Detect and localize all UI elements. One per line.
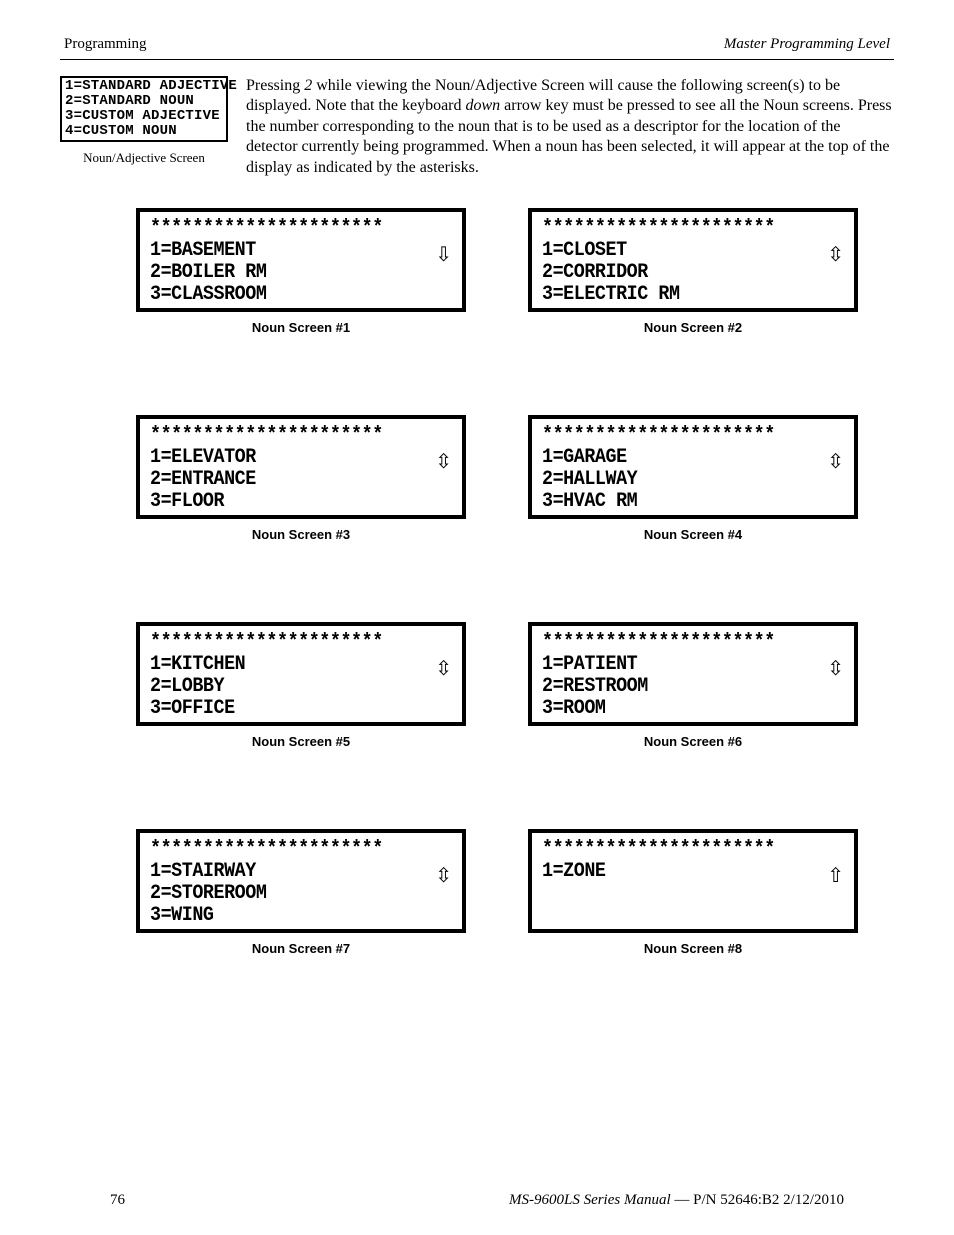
lcd-content: **********************1=STAIRWAY2=STORER… (150, 839, 403, 927)
screen-label: Noun Screen #8 (644, 941, 742, 956)
lcd-line: 3=OFFICE (150, 698, 383, 720)
lcd-line: 2=BOILER RM (150, 262, 383, 284)
noun-screen: **********************1=KITCHEN2=LOBBY3=… (120, 622, 482, 749)
intro-text: Pressing 2 while viewing the Noun/Adject… (246, 76, 894, 178)
scroll-arrow-icon: ⇳ (827, 218, 844, 282)
screen-label: Noun Screen #2 (644, 320, 742, 335)
lcd-display: **********************1=KITCHEN2=LOBBY3=… (136, 622, 466, 726)
screen-label: Noun Screen #3 (252, 527, 350, 542)
lcd-asterisks: ********************** (542, 218, 775, 240)
lcd-display: **********************1=BASEMENT2=BOILER… (136, 208, 466, 312)
screen-label: Noun Screen #1 (252, 320, 350, 335)
header-right: Master Programming Level (724, 36, 890, 53)
scroll-arrow-icon: ⇧ (827, 839, 844, 903)
lcd-line: 1=CLOSET (542, 240, 775, 262)
page-footer: 76 MS-9600LS Series Manual — P/N 52646:B… (60, 1192, 894, 1209)
lcd-line: 2=HALLWAY (542, 469, 775, 491)
lcd-line: 4=CUSTOM NOUN (65, 124, 223, 139)
lcd-line: 3=CUSTOM ADJECTIVE (65, 109, 223, 124)
lcd-display: **********************1=GARAGE2=HALLWAY3… (528, 415, 858, 519)
lcd-content: **********************1=GARAGE2=HALLWAY3… (542, 425, 795, 513)
footer-right: MS-9600LS Series Manual — P/N 52646:B2 2… (509, 1192, 844, 1209)
lcd-asterisks: ********************** (150, 839, 383, 861)
lcd-line: 2=STOREROOM (150, 883, 383, 905)
lcd-display: **********************1=ZONE ⇧ (528, 829, 858, 933)
noun-screen: **********************1=ZONE ⇧ Noun Screen… (512, 829, 874, 956)
header-left: Programming (64, 36, 147, 53)
scroll-arrow-icon: ⇳ (435, 632, 452, 696)
lcd-display: **********************1=ELEVATOR2=ENTRAN… (136, 415, 466, 519)
screen-label: Noun Screen #7 (252, 941, 350, 956)
lcd-line: 3=WING (150, 905, 383, 927)
lcd-line: 1=ELEVATOR (150, 447, 383, 469)
lcd-line: 1=BASEMENT (150, 240, 383, 262)
lcd-content: **********************1=ELEVATOR2=ENTRAN… (150, 425, 403, 513)
lcd-content: **********************1=ZONE (542, 839, 795, 883)
lcd-asterisks: ********************** (150, 632, 383, 654)
scroll-arrow-icon: ⇩ (435, 218, 452, 282)
noun-screen: **********************1=PATIENT2=RESTROO… (512, 622, 874, 749)
scroll-arrow-icon: ⇳ (435, 425, 452, 489)
lcd-line: 2=LOBBY (150, 676, 383, 698)
lcd-content: **********************1=PATIENT2=RESTROO… (542, 632, 795, 720)
noun-screen: **********************1=CLOSET2=CORRIDOR… (512, 208, 874, 335)
lcd-line: 3=FLOOR (150, 491, 383, 513)
lcd-content: **********************1=CLOSET2=CORRIDOR… (542, 218, 795, 306)
noun-screen: **********************1=BASEMENT2=BOILER… (120, 208, 482, 335)
lcd-content: **********************1=BASEMENT2=BOILER… (150, 218, 403, 306)
scroll-arrow-icon: ⇳ (827, 425, 844, 489)
lcd-line: 1=STANDARD ADJECTIVE (65, 79, 223, 94)
screen-label: Noun Screen #6 (644, 734, 742, 749)
lcd-line: 1=GARAGE (542, 447, 775, 469)
lcd-asterisks: ********************** (150, 425, 383, 447)
noun-screen: **********************1=STAIRWAY2=STORER… (120, 829, 482, 956)
lcd-line: 1=KITCHEN (150, 654, 383, 676)
lcd-line: 2=ENTRANCE (150, 469, 383, 491)
scroll-arrow-icon: ⇳ (435, 839, 452, 903)
lcd-line: 3=CLASSROOM (150, 284, 383, 306)
screen-label: Noun Screen #4 (644, 527, 742, 542)
noun-adj-screen-wrap: 1=STANDARD ADJECTIVE 2=STANDARD NOUN 3=C… (60, 76, 228, 178)
lcd-line: 1=PATIENT (542, 654, 775, 676)
scroll-arrow-icon: ⇳ (827, 632, 844, 696)
screen-label: Noun Screen #5 (252, 734, 350, 749)
noun-adj-screen-label: Noun/Adjective Screen (60, 150, 228, 166)
noun-adj-screen: 1=STANDARD ADJECTIVE 2=STANDARD NOUN 3=C… (60, 76, 228, 142)
lcd-content: **********************1=KITCHEN2=LOBBY3=… (150, 632, 403, 720)
noun-screen: **********************1=GARAGE2=HALLWAY3… (512, 415, 874, 542)
lcd-line: 1=STAIRWAY (150, 861, 383, 883)
page-number: 76 (110, 1192, 125, 1209)
lcd-asterisks: ********************** (542, 839, 775, 861)
lcd-line: 3=ROOM (542, 698, 775, 720)
lcd-display: **********************1=STAIRWAY2=STORER… (136, 829, 466, 933)
lcd-asterisks: ********************** (542, 632, 775, 654)
lcd-display: **********************1=CLOSET2=CORRIDOR… (528, 208, 858, 312)
lcd-asterisks: ********************** (150, 218, 383, 240)
screen-grid: **********************1=BASEMENT2=BOILER… (60, 208, 894, 956)
lcd-line: 2=CORRIDOR (542, 262, 775, 284)
noun-screen: **********************1=ELEVATOR2=ENTRAN… (120, 415, 482, 542)
page-header: Programming Master Programming Level (60, 36, 894, 60)
lcd-line: 3=HVAC RM (542, 491, 775, 513)
intro-row: 1=STANDARD ADJECTIVE 2=STANDARD NOUN 3=C… (60, 76, 894, 178)
lcd-line: 2=RESTROOM (542, 676, 775, 698)
lcd-asterisks: ********************** (542, 425, 775, 447)
lcd-line: 3=ELECTRIC RM (542, 284, 775, 306)
lcd-line: 2=STANDARD NOUN (65, 94, 223, 109)
lcd-display: **********************1=PATIENT2=RESTROO… (528, 622, 858, 726)
lcd-line: 1=ZONE (542, 861, 775, 883)
